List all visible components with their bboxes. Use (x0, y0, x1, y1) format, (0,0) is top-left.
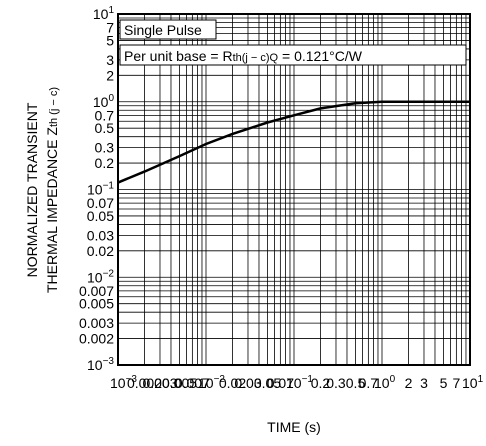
annotation-part: = 0.121°C/W (278, 48, 363, 64)
x-tick-label: 100 (374, 374, 396, 391)
grid (117, 13, 471, 366)
tick-exponent: −2 (103, 268, 115, 279)
x-tick-label: 101 (462, 374, 484, 391)
y-tick-label: 0.02 (87, 243, 114, 259)
tick-base: 10 (87, 182, 103, 198)
y-tick-label: 10−3 (87, 356, 114, 373)
tick-exponent: 0 (108, 93, 114, 104)
tick-exponent: −2 (214, 374, 226, 385)
y-tick-label: 3 (106, 52, 114, 68)
tick-base: 10 (87, 269, 103, 285)
y-tick-label: 7 (106, 20, 114, 36)
y-tick-label: 0.003 (79, 315, 114, 331)
x-tick-label: 10−3 (110, 374, 137, 391)
y-tick-label: 10−2 (87, 268, 114, 285)
x-tick-label: 0.2 (311, 375, 331, 391)
y-tick-label: 2 (106, 67, 114, 83)
x-tick-label: 5 (440, 375, 448, 391)
y-axis-label-line: THERMAL IMPEDANCE Zth (j − c) (44, 87, 60, 293)
annotation-part: Single Pulse (124, 22, 202, 38)
y-tick-label: 0.5 (95, 120, 115, 136)
y-tick-label: 0.3 (95, 140, 115, 156)
tick-base: 10 (374, 375, 390, 391)
y-tick-label: 5 (106, 32, 114, 48)
annotation-box (119, 44, 467, 66)
tick-base: 10 (110, 375, 126, 391)
y-tick-label: 0.03 (87, 227, 114, 243)
tick-exponent: −3 (103, 356, 115, 367)
x-tick-label: 10−2 (198, 374, 225, 391)
tick-exponent: 1 (108, 5, 114, 16)
y-tick-label: 0.005 (79, 296, 114, 312)
plot-frame (117, 13, 471, 366)
y-tick-label: 0.007 (79, 283, 114, 299)
tick-exponent: −1 (103, 181, 115, 192)
tick-base: 10 (198, 375, 214, 391)
curve (117, 100, 470, 184)
y-tick-label: 0.7 (95, 107, 115, 123)
x-axis-label: TIME (s) (267, 419, 321, 435)
y-axis-label-sub: th (j − c) (48, 87, 60, 127)
y-tick-label: 10−1 (87, 181, 114, 198)
tick-base: 10 (93, 94, 109, 110)
annotation-part: th(j − c)Q (233, 52, 279, 64)
x-tick-label: 0.03 (234, 375, 261, 391)
tick-exponent: 1 (478, 374, 484, 385)
y-tick-label: 0.07 (87, 195, 114, 211)
y-tick-label: 100 (93, 93, 115, 110)
x-tick-label: 3 (420, 375, 428, 391)
tick-base: 10 (462, 375, 478, 391)
y-axis-label: NORMALIZED TRANSIENT THERMAL IMPEDANCE Z… (24, 87, 60, 293)
y-tick-label: 101 (93, 5, 115, 22)
x-tick-label: 0.7 (359, 375, 379, 391)
x-tick-label: 0.007 (175, 375, 210, 391)
x-tick-label: 0.002 (127, 375, 162, 391)
y-axis-label-line: NORMALIZED TRANSIENT (24, 102, 40, 277)
tick-base: 10 (286, 375, 302, 391)
y-tick-label: 0.05 (87, 208, 114, 224)
x-tick-label: 2 (405, 375, 413, 391)
y-tick-label: 0.002 (79, 331, 114, 347)
tick-base: 10 (93, 6, 109, 22)
annotation: Per unit base = Rth(j − c)Q = 0.121°C/W (124, 48, 363, 64)
tick-exponent: −1 (302, 374, 314, 385)
annotation: Single Pulse (124, 22, 202, 38)
x-tick-label: 0.3 (326, 375, 346, 391)
y-tick-label: 0.2 (95, 155, 115, 171)
x-tick-label: 0.005 (162, 375, 197, 391)
tick-exponent: −3 (126, 374, 138, 385)
x-tick-label: 7 (452, 375, 460, 391)
tick-exponent: 0 (390, 374, 396, 385)
x-tick-label: 0.02 (219, 375, 246, 391)
x-tick-label: 0.003 (142, 375, 177, 391)
x-tick-label: 0.07 (267, 375, 294, 391)
tick-base: 10 (87, 357, 103, 373)
y-axis-label-part: THERMAL IMPEDANCE Z (44, 127, 60, 293)
x-tick-label: 10−1 (286, 374, 313, 391)
annotation-box (119, 19, 217, 40)
x-tick-label: 0.05 (254, 375, 281, 391)
annotation-part: Per unit base = R (124, 48, 233, 64)
x-tick-label: 0.5 (346, 375, 366, 391)
